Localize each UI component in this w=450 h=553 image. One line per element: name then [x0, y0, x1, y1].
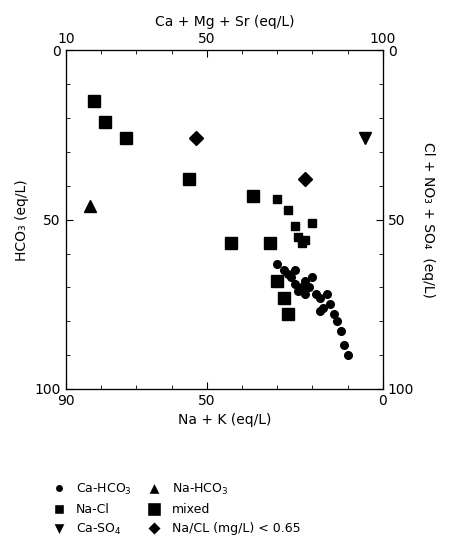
Y-axis label: HCO₃ (eq/L): HCO₃ (eq/L)	[15, 179, 29, 260]
Legend: Ca-HCO$_3$, Na-Cl, Ca-SO$_4$, Na-HCO$_3$, mixed, Na/CL (mg/L) < 0.65: Ca-HCO$_3$, Na-Cl, Ca-SO$_4$, Na-HCO$_3$…	[42, 478, 304, 541]
X-axis label: Ca + Mg + Sr (eq/L): Ca + Mg + Sr (eq/L)	[155, 15, 294, 29]
X-axis label: Na + K (eq/L): Na + K (eq/L)	[178, 414, 271, 427]
Y-axis label: Cl + NO₃ + SO₄  (eq/L): Cl + NO₃ + SO₄ (eq/L)	[421, 142, 435, 298]
